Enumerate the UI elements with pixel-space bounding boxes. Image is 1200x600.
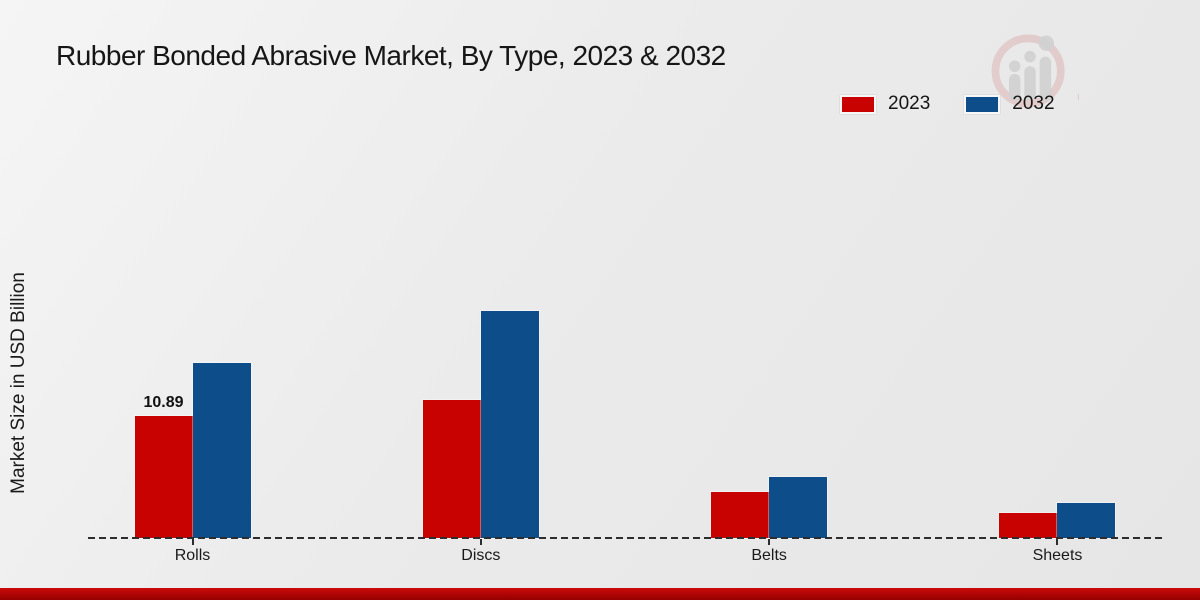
x-axis-zero-baseline bbox=[88, 537, 1166, 539]
x-axis-tick-rolls bbox=[191, 539, 194, 545]
data-label-2023-rolls: 10.89 bbox=[143, 394, 184, 411]
x-axis-label-rolls: Rolls bbox=[174, 547, 211, 564]
legend-item-2023: 2023 bbox=[840, 93, 930, 115]
x-axis-tick-discs bbox=[479, 539, 482, 545]
legend-swatch-2023 bbox=[840, 94, 876, 114]
logo-watermark bbox=[991, 34, 1079, 115]
legend: 2023 2032 bbox=[840, 93, 1055, 115]
chart-title: Rubber Bonded Abrasive Market, By Type, … bbox=[56, 40, 726, 71]
x-axis-tick-sheets bbox=[1056, 539, 1059, 545]
bottom-accent-bar bbox=[0, 588, 1200, 600]
legend-swatch-2032 bbox=[964, 94, 1001, 114]
bar-2032-rolls bbox=[192, 363, 251, 538]
bar-2032-belts bbox=[769, 477, 828, 538]
legend-item-2032: 2032 bbox=[964, 93, 1055, 115]
bar-2032-sheets bbox=[1057, 503, 1116, 538]
magnifier-lens-icon bbox=[991, 34, 1065, 108]
bar-2032-discs bbox=[480, 311, 539, 538]
bar-2023-rolls bbox=[134, 416, 193, 538]
x-axis-label-belts: Belts bbox=[751, 547, 787, 564]
legend-label-2023: 2023 bbox=[888, 93, 931, 114]
x-axis-label-sheets: Sheets bbox=[1032, 547, 1083, 564]
bar-2023-sheets bbox=[999, 513, 1058, 538]
x-axis-tick-belts bbox=[768, 539, 771, 545]
x-axis-label-discs: Discs bbox=[461, 547, 501, 564]
bar-chart-glyph-icon bbox=[1008, 35, 1055, 101]
legend-label-2032: 2032 bbox=[1012, 93, 1055, 114]
bar-2023-discs bbox=[422, 400, 481, 538]
bar-2023-belts bbox=[711, 492, 770, 538]
